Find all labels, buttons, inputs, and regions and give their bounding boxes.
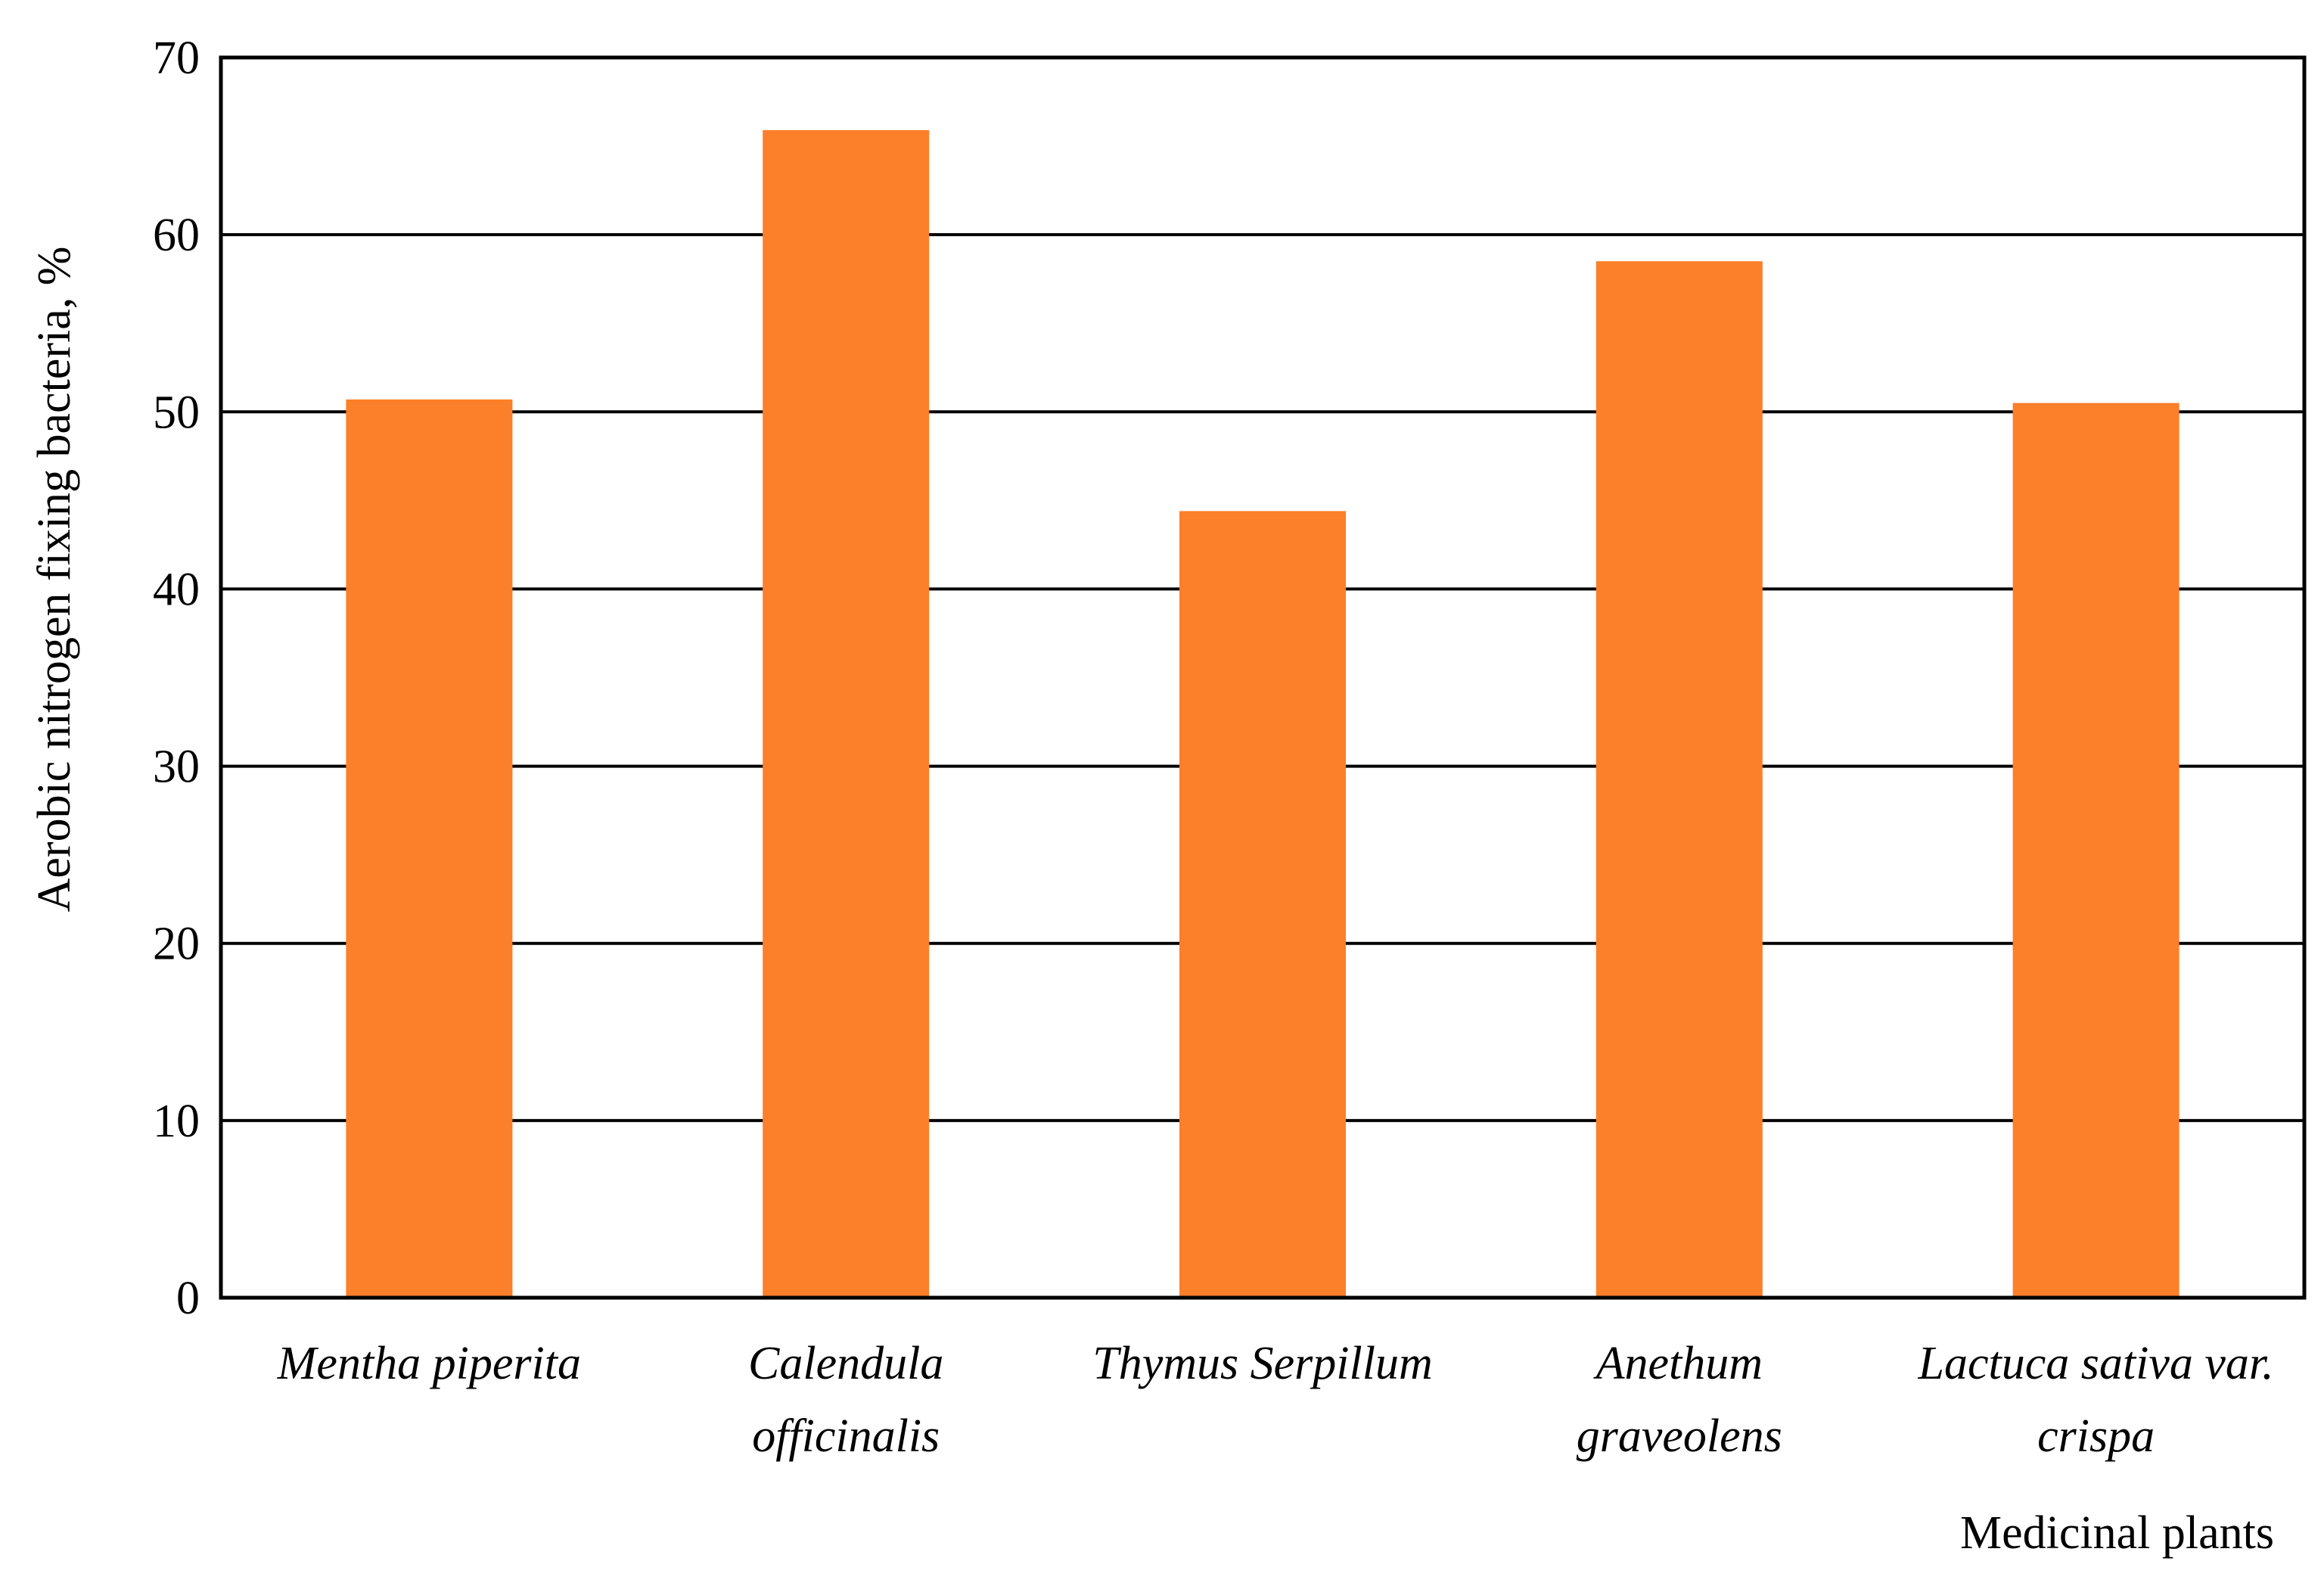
x-category-label: Lactuca sativa var. crispa: [1918, 1338, 2274, 1462]
x-category-label-line: officinalis: [752, 1410, 940, 1462]
x-category-label: Anethum graveolens: [1577, 1338, 1782, 1462]
x-category-label-line: Calendula: [748, 1338, 943, 1389]
x-category-label: Thymus Serpillum: [1092, 1338, 1433, 1389]
x-category-label: Mentha piperita: [277, 1338, 581, 1389]
x-axis-title: Medicinal plants: [1960, 1507, 2274, 1559]
x-category-label: Calendula officinalis: [748, 1338, 943, 1462]
y-axis-title: Aerobic nitrogen fixing bacteria, %: [29, 247, 80, 913]
bar: [346, 399, 513, 1298]
y-tick-label: 70: [153, 33, 200, 84]
y-tick-label: 10: [153, 1096, 200, 1147]
x-category-label-line: graveolens: [1577, 1410, 1782, 1462]
bars: [346, 129, 2180, 1298]
x-category-label-line: Lactuca sativa var.: [1918, 1338, 2274, 1389]
x-category-label-line: Thymus Serpillum: [1092, 1338, 1433, 1389]
plot-frame: [219, 55, 2307, 1300]
x-category-label-line: Mentha piperita: [277, 1338, 581, 1389]
y-tick-label: 30: [153, 742, 200, 793]
y-tick-labels: 0 10 20 30 40 50 60 70: [153, 33, 200, 1324]
x-category-label-line: crispa: [2037, 1410, 2155, 1462]
bar: [763, 129, 930, 1298]
bar: [1595, 261, 1763, 1298]
x-category-label-line: Anethum: [1593, 1338, 1763, 1389]
y-tick-label: 60: [153, 210, 200, 261]
bar: [1179, 511, 1346, 1298]
y-tick-label: 40: [153, 564, 200, 615]
y-tick-label: 50: [153, 387, 200, 438]
y-tick-label: 20: [153, 919, 200, 970]
y-tick-label: 0: [176, 1273, 200, 1324]
bar: [2012, 403, 2180, 1298]
x-category-labels: Mentha piperita Calendula officinalis Thymu…: [277, 1338, 2274, 1462]
